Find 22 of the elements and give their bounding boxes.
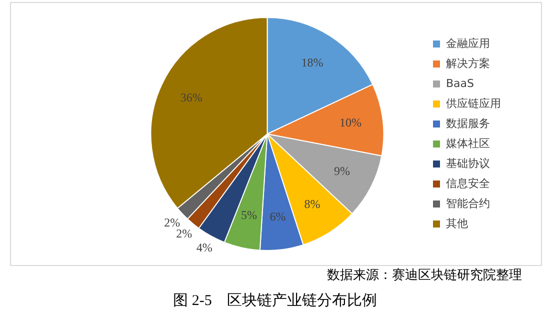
data-label: 6% <box>270 209 286 224</box>
legend-label: 数据服务 <box>446 116 490 130</box>
data-label: 4% <box>196 240 212 255</box>
legend-label: 信息安全 <box>446 176 490 190</box>
legend-label: 解决方案 <box>446 56 490 70</box>
legend-label: BaaS <box>446 76 474 90</box>
legend-label: 供应链应用 <box>446 96 501 110</box>
data-label: 36% <box>180 90 202 104</box>
data-label: 8% <box>304 196 320 211</box>
legend-label: 基础协议 <box>446 156 490 170</box>
source-note: 数据来源：赛迪区块链研究院整理 <box>327 266 522 284</box>
data-label: 2% <box>164 215 180 230</box>
data-label: 5% <box>240 208 257 222</box>
legend-label: 金融应用 <box>446 36 490 50</box>
data-label: 9% <box>334 164 350 178</box>
data-label: 2% <box>176 226 192 241</box>
text: 图 2-5 区块链产业链分布比例 <box>172 292 378 310</box>
data-label: 18% <box>301 55 324 70</box>
legend-label: 媒体社区 <box>446 136 490 150</box>
legend-label: 其他 <box>446 216 468 230</box>
legend-label: 智能合约 <box>446 196 490 210</box>
data-label: 10% <box>339 116 362 130</box>
